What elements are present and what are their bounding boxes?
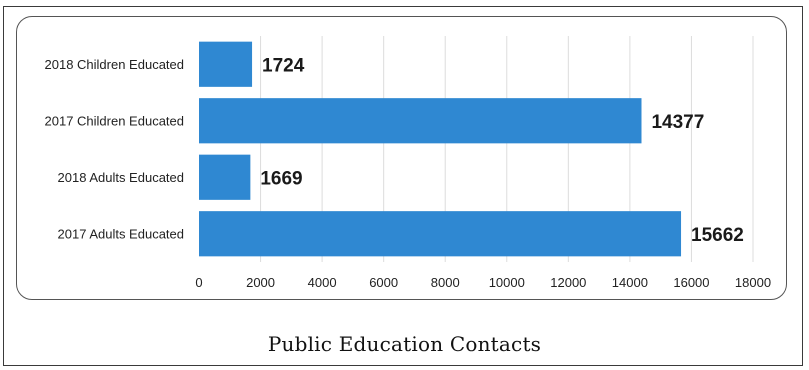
bar [199, 154, 251, 200]
bar [199, 41, 253, 87]
x-tick-label: 6000 [369, 275, 398, 290]
bar [199, 211, 682, 257]
bar-value-label: 14377 [651, 112, 704, 133]
x-tick-label: 14000 [612, 275, 648, 290]
x-tick-label: 16000 [673, 275, 709, 290]
x-tick-label: 8000 [431, 275, 460, 290]
category-label: 2018 Children Educated [45, 57, 185, 72]
bar-value-label: 15662 [691, 225, 744, 246]
category-label: 2017 Children Educated [45, 113, 185, 128]
category-label: 2018 Adults Educated [58, 170, 185, 185]
chart-caption: Public Education Contacts [267, 332, 542, 356]
bar-value-label: 1724 [262, 55, 305, 76]
x-tick-label: 0 [195, 275, 202, 290]
bar [199, 98, 642, 144]
category-label: 2017 Adults Educated [58, 226, 185, 241]
horizontal-bar-chart: 0 2000 4000 6000 8000 10000 12000 14000 16000 180… [45, 36, 771, 290]
x-tick-label: 10000 [489, 275, 525, 290]
x-tick-label: 18000 [735, 275, 771, 290]
bar-value-label: 1669 [260, 168, 302, 189]
x-tick-label: 4000 [308, 275, 337, 290]
x-tick-label: 2000 [246, 275, 275, 290]
x-tick-label: 12000 [550, 275, 586, 290]
